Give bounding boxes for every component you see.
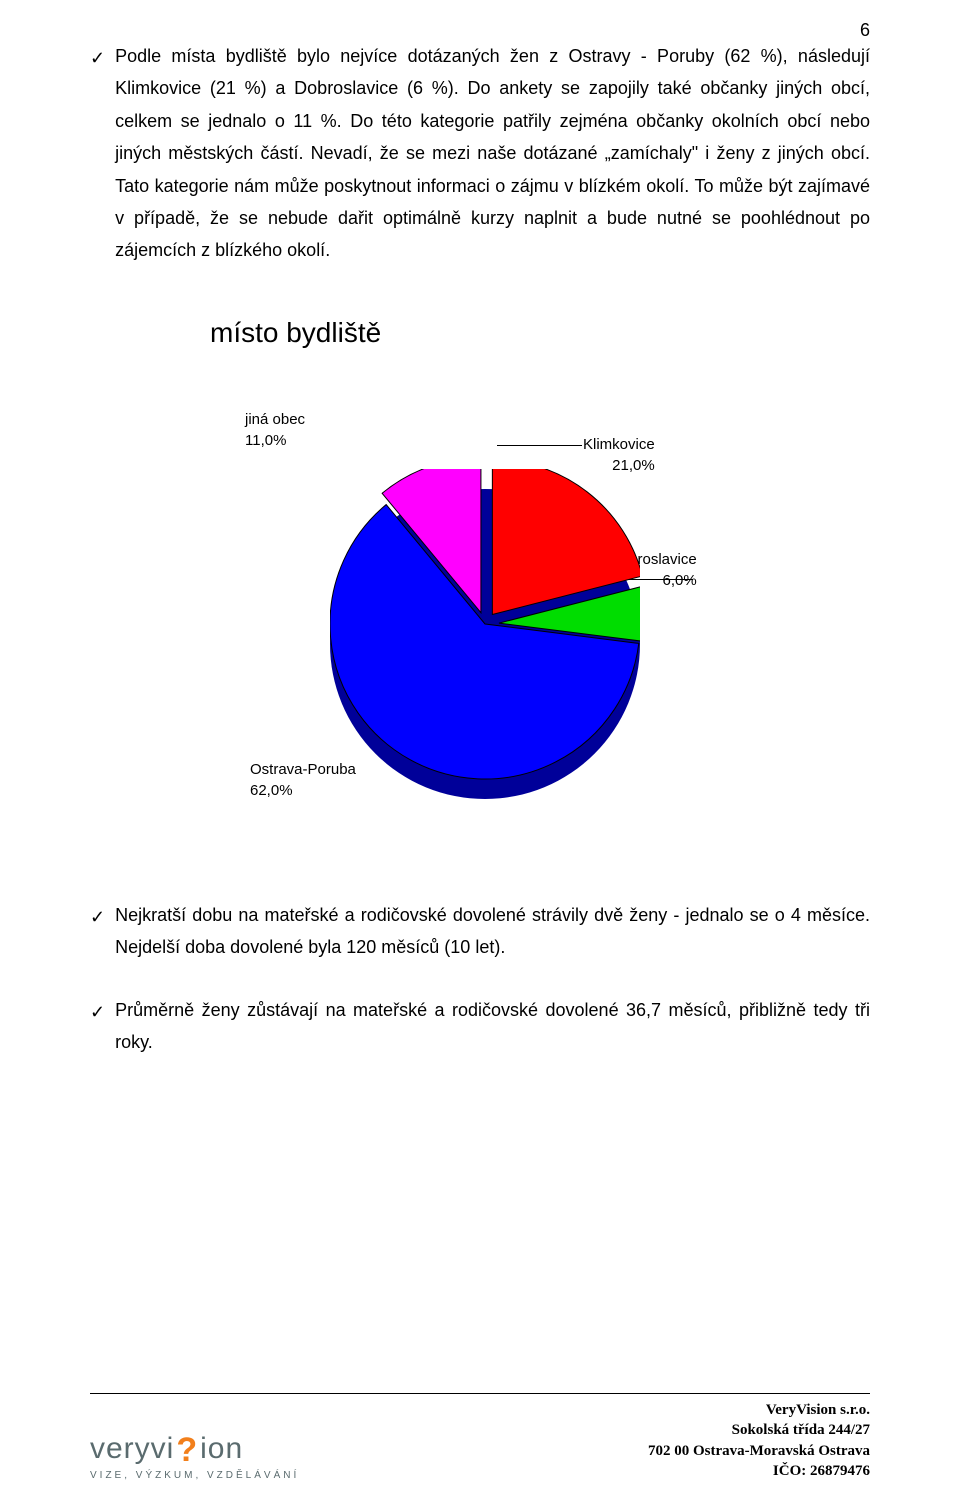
footer: veryvi ? ion VIZE, VÝZKUM, VZDĚLÁVÁNÍ Ve…	[90, 1393, 870, 1481]
tagline: VIZE, VÝZKUM, VZDĚLÁVÁNÍ	[90, 1470, 299, 1481]
pie-svg	[330, 469, 640, 809]
pie-holder	[330, 469, 640, 779]
pie-chart: jiná obec 11,0% Klimkovice 21,0% Dobrosl…	[210, 379, 770, 839]
footer-ico: IČO: 26879476	[648, 1461, 870, 1481]
logo-left: veryvi	[90, 1432, 174, 1466]
leader-line	[497, 445, 582, 446]
paragraph-2-text: Nejkratší dobu na mateřské a rodičovské …	[115, 899, 870, 964]
label-jina-obec-pct: 11,0%	[245, 430, 305, 451]
chart-title: místo bydliště	[210, 317, 870, 349]
paragraph-2: ✓ Nejkratší dobu na mateřské a rodičovsk…	[90, 899, 870, 964]
post-paragraphs: ✓ Nejkratší dobu na mateřské a rodičovsk…	[90, 899, 870, 1059]
paragraph-3-text: Průměrně ženy zůstávají na mateřské a ro…	[115, 994, 870, 1059]
footer-street: Sokolská třída 244/27	[648, 1420, 870, 1440]
paragraph-1: ✓ Podle místa bydliště bylo nejvíce dotá…	[90, 40, 870, 267]
footer-city: 702 00 Ostrava-Moravská Ostrava	[648, 1441, 870, 1461]
document-page: 6 ✓ Podle místa bydliště bylo nejvíce do…	[0, 0, 960, 1501]
check-icon: ✓	[90, 996, 105, 1028]
logo-right: ion	[200, 1432, 243, 1466]
logo: veryvi ? ion VIZE, VÝZKUM, VZDĚLÁVÁNÍ	[90, 1429, 299, 1481]
footer-company: VeryVision s.r.o.	[648, 1400, 870, 1420]
footer-address: VeryVision s.r.o. Sokolská třída 244/27 …	[648, 1400, 870, 1481]
label-klimkovice-name: Klimkovice	[583, 434, 655, 455]
logo-text: veryvi ? ion	[90, 1429, 299, 1468]
check-icon: ✓	[90, 901, 105, 933]
logo-question-icon: ?	[176, 1431, 198, 1470]
paragraph-3: ✓ Průměrně ženy zůstávají na mateřské a …	[90, 994, 870, 1059]
label-jina-obec-name: jiná obec	[245, 409, 305, 430]
page-number: 6	[860, 20, 870, 41]
paragraph-1-text: Podle místa bydliště bylo nejvíce dotáza…	[115, 40, 870, 267]
label-jina-obec: jiná obec 11,0%	[245, 409, 305, 451]
check-icon: ✓	[90, 42, 105, 74]
